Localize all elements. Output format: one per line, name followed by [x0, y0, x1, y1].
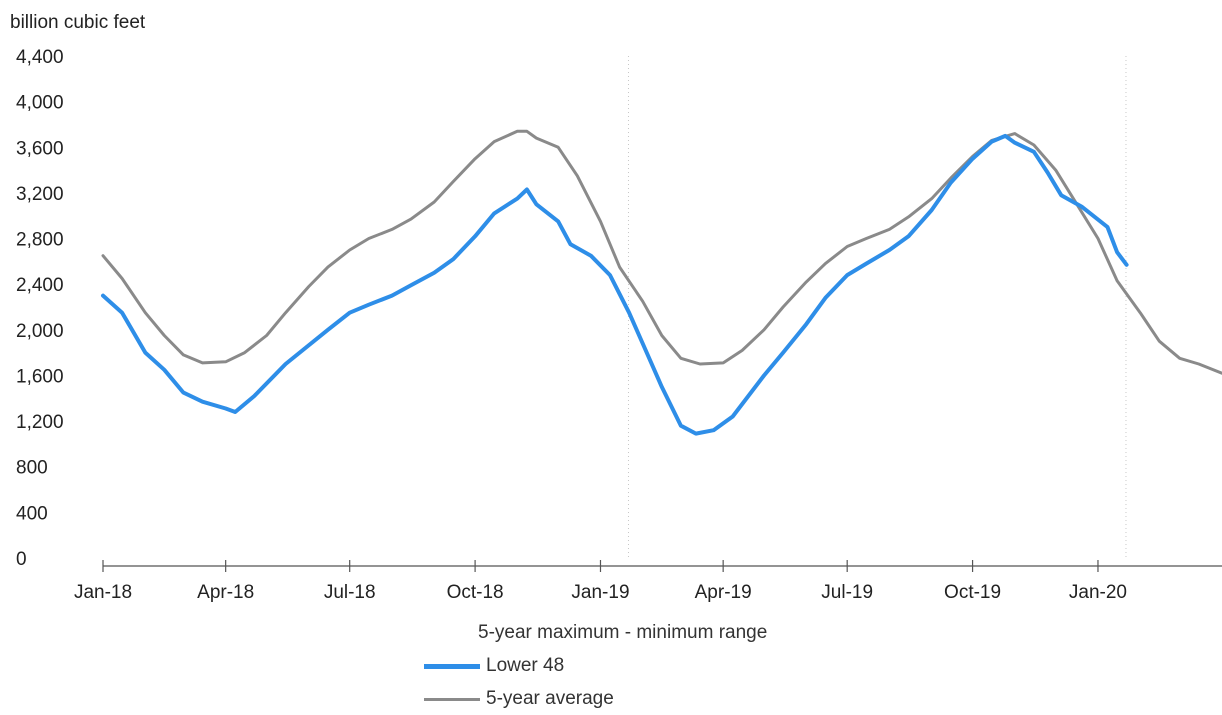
y-tick-label: 2,000	[16, 321, 64, 342]
legend-item-5-year-average: 5-year average	[424, 688, 614, 710]
y-tick-label: 1,200	[16, 412, 64, 433]
x-tick-label: Jan-18	[74, 582, 132, 603]
series-line-lower-48	[101, 133, 1129, 436]
y-tick-label: 4,000	[16, 93, 64, 114]
x-tick-label: Jul-19	[821, 582, 873, 603]
x-tick-label: Oct-19	[944, 582, 1001, 603]
y-tick-label: 800	[16, 458, 48, 479]
legend-label-lower-48: Lower 48	[486, 655, 565, 676]
y-tick-label: 3,200	[16, 184, 64, 205]
x-tick-label: Apr-19	[695, 582, 752, 603]
y-tick-label: 400	[16, 503, 48, 524]
unit-label: billion cubic feet	[10, 12, 146, 33]
x-tick-label: Jan-19	[571, 582, 629, 603]
x-tick-label: Jul-18	[324, 582, 376, 603]
x-tick-label: Jan-20	[1069, 582, 1127, 603]
legend-label-5-year-average: 5-year average	[486, 688, 614, 709]
legend-swatch-5-year-average	[424, 697, 480, 701]
y-tick-label: 2,400	[16, 275, 64, 296]
legend-title: 5-year maximum - minimum range	[478, 622, 768, 643]
series-line-5-year-average	[101, 129, 1222, 375]
y-tick-label: 3,600	[16, 138, 64, 159]
x-tick-label: Apr-18	[197, 582, 254, 603]
y-tick-label: 4,400	[16, 47, 64, 68]
y-tick-label: 0	[16, 549, 27, 570]
legend-item-lower-48: Lower 48	[424, 655, 564, 677]
y-tick-label: 2,800	[16, 230, 64, 251]
legend-swatch-lower-48	[424, 663, 480, 669]
y-tick-label: 1,600	[16, 366, 64, 387]
x-tick-label: Oct-18	[447, 582, 504, 603]
